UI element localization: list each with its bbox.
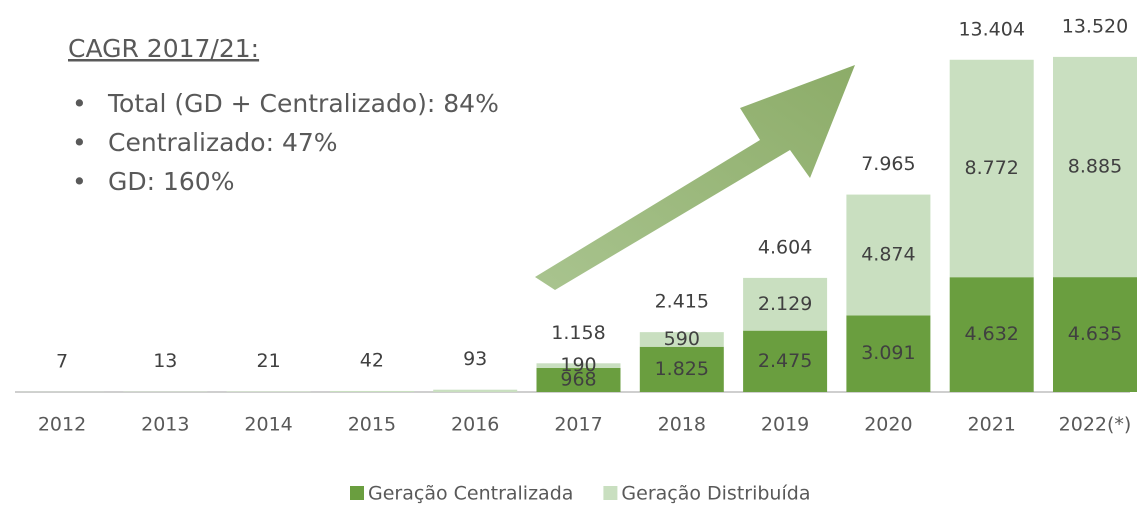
value-label: 4.635 [1068, 323, 1122, 345]
legend-label: Geração Distribuída [621, 483, 810, 505]
bar-segment [949, 277, 1034, 392]
legend-label: Geração Centralizada [368, 483, 573, 505]
total-label: 13.404 [958, 18, 1024, 40]
growth-arrow [535, 65, 855, 290]
legend-swatch [603, 486, 618, 500]
bar-segment [846, 315, 931, 392]
value-label: 4.874 [861, 243, 915, 265]
bar-segment [329, 390, 414, 392]
value-label: 968 [560, 369, 596, 391]
total-label: 7 [56, 350, 68, 372]
x-tick-label: 2012 [38, 414, 86, 436]
value-label: 2.475 [758, 350, 812, 372]
x-tick-label: 2015 [348, 414, 396, 436]
total-label: 13.520 [1062, 15, 1128, 37]
total-label: 7.965 [861, 153, 915, 175]
total-label: 1.158 [551, 322, 605, 344]
x-tick-label: 2016 [451, 414, 499, 436]
annotation-title: CAGR 2017/21: [68, 34, 259, 63]
x-tick-label: 2018 [658, 414, 706, 436]
value-label: 3.091 [861, 342, 915, 364]
value-label: 8.772 [964, 157, 1018, 179]
bar-segment [536, 368, 621, 392]
value-label: 2.129 [758, 293, 812, 315]
bar-segment [1053, 56, 1137, 278]
bar-segment [846, 194, 931, 316]
x-tick-label: 2021 [968, 414, 1016, 436]
bullet: Centralizado: 47% [108, 128, 338, 157]
total-label: 42 [360, 349, 384, 371]
bar-segment [433, 389, 518, 392]
bullet-dot: • [72, 167, 87, 196]
legend-swatch [350, 486, 364, 500]
value-label: 4.632 [964, 323, 1018, 345]
bar-segment [949, 59, 1034, 278]
total-label: 21 [257, 350, 281, 372]
bar-segment [743, 277, 828, 331]
total-label: 4.604 [758, 236, 812, 258]
bar-segment [226, 391, 311, 392]
bullet: GD: 160% [108, 167, 234, 196]
bar-segment [743, 330, 828, 392]
total-label: 13 [153, 350, 177, 372]
bullet: Total (GD + Centralizado): 84% [107, 89, 499, 118]
value-label: 190 [560, 354, 596, 376]
x-tick-label: 2019 [761, 414, 809, 436]
bullet-dot: • [72, 128, 87, 157]
bar-segment [639, 346, 724, 392]
x-tick-label: 2022(*) [1059, 414, 1132, 436]
x-tick-label: 2017 [554, 414, 602, 436]
total-label: 93 [463, 348, 487, 370]
value-label: 590 [664, 328, 700, 350]
bar-segment [536, 363, 621, 369]
x-tick-label: 2013 [141, 414, 189, 436]
bar-segment [1053, 277, 1137, 392]
x-tick-label: 2020 [864, 414, 912, 436]
bullet-dot: • [72, 89, 87, 118]
x-tick-label: 2014 [244, 414, 292, 436]
value-label: 1.825 [655, 358, 709, 380]
bar-segment [639, 332, 724, 347]
total-label: 2.415 [655, 291, 709, 313]
value-label: 8.885 [1068, 156, 1122, 178]
